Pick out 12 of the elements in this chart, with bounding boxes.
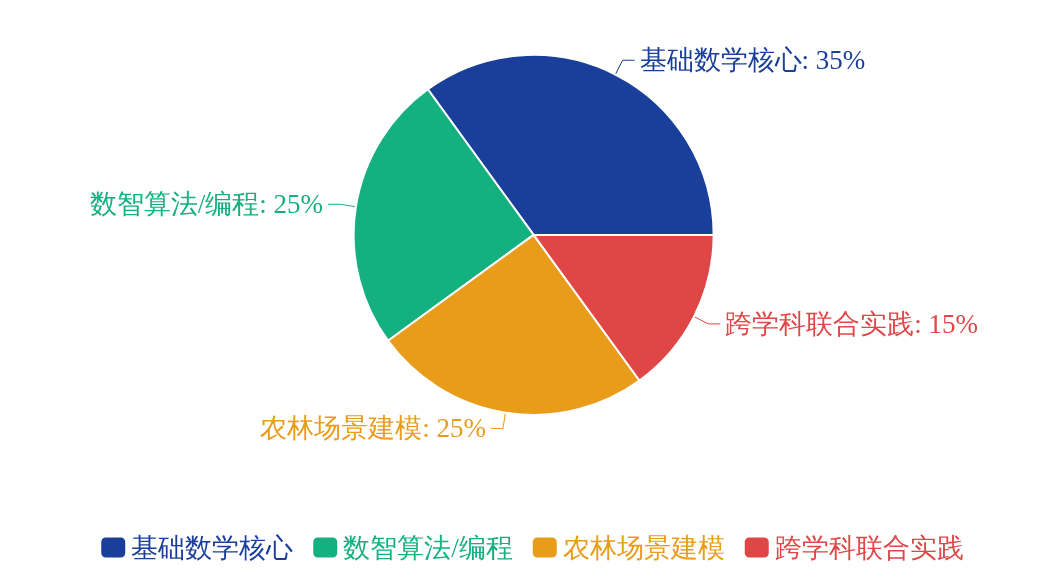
data-label: : 15% — [914, 308, 979, 339]
slice-label: 数智算法/编程 — [89, 189, 260, 220]
data-label: : 25% — [259, 189, 324, 220]
slice-label: 农林场景建模 — [260, 413, 423, 444]
data-label: : 35% — [801, 45, 866, 76]
legend-label: 农林场景建模 — [562, 532, 725, 563]
legend-label: 数智算法/编程 — [343, 532, 513, 563]
data-label: : 25% — [422, 413, 486, 444]
legend-label: 跨学科联合实践 — [774, 532, 964, 563]
slice-label: 跨学科联合实践 — [725, 308, 915, 339]
slice-label: 基础数学核心 — [639, 45, 802, 76]
legend-label: 基础数学核心 — [131, 532, 294, 563]
